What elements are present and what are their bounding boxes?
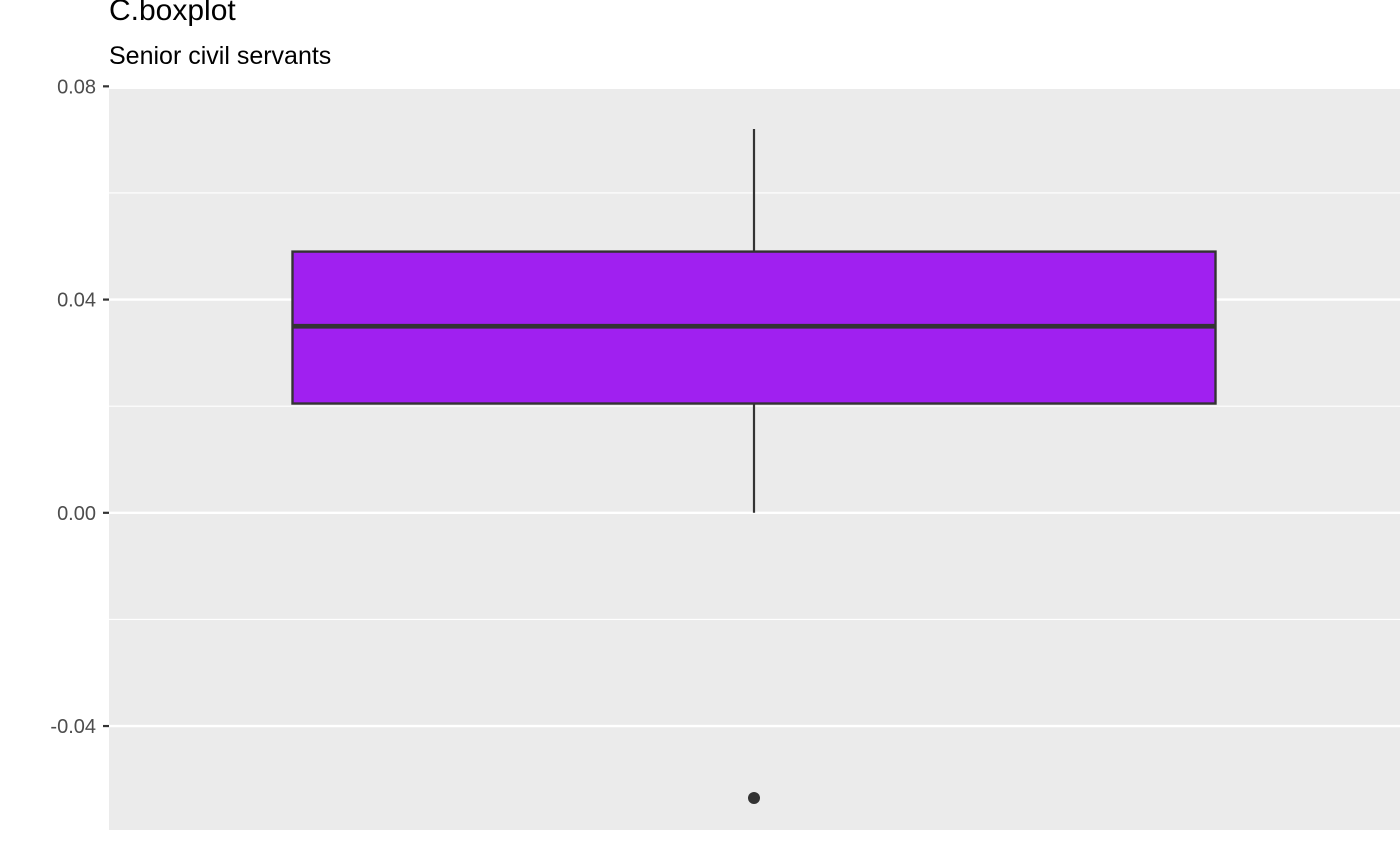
- y-tick-label: 0.00: [57, 503, 96, 525]
- outlier-point: [748, 792, 760, 805]
- chart-subtitle: Senior civil servants: [109, 42, 332, 70]
- y-tick-label: -0.04: [50, 716, 96, 738]
- y-tick-label: 0.04: [57, 290, 96, 312]
- y-tick-label: 0.08: [57, 76, 96, 98]
- chart-title: C.boxplot: [109, 0, 236, 27]
